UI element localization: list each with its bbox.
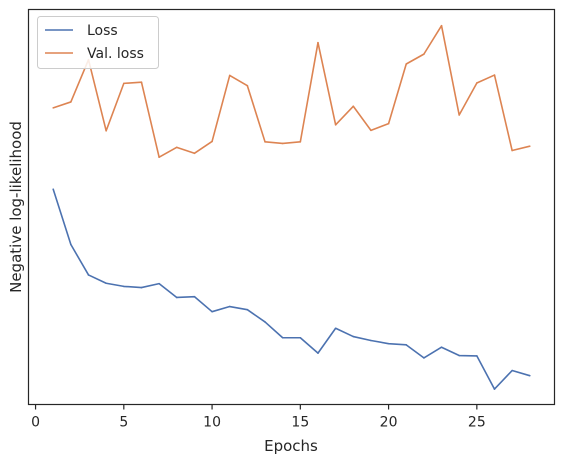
data-point-val-loss-12: [246, 84, 249, 87]
data-point-val-loss-8: [175, 146, 178, 149]
data-point-loss-24: [458, 354, 460, 357]
data-point-loss-3: [87, 274, 90, 276]
data-point-loss-23: [440, 346, 443, 349]
data-point-loss-22: [423, 357, 425, 359]
plot-area: [27, 8, 556, 406]
data-point-val-loss-10: [211, 140, 213, 143]
data-point-val-loss-19: [370, 129, 372, 132]
axes-frame: [27, 8, 556, 406]
data-point-val-loss-11: [228, 74, 231, 77]
data-point-loss-15: [299, 336, 302, 339]
x-tick-label-15: 15: [291, 415, 309, 431]
data-point-loss-10: [211, 310, 213, 313]
data-point-val-loss-22: [423, 53, 425, 55]
x-tick-label-5: 5: [119, 415, 128, 431]
series-line-loss: [52, 188, 531, 390]
data-point-val-loss-4: [105, 129, 107, 132]
data-point-val-loss-23: [440, 24, 443, 27]
data-point-loss-17: [334, 327, 337, 330]
data-point-val-loss-17: [334, 124, 337, 126]
data-point-loss-14: [281, 336, 284, 339]
data-point-loss-25: [476, 355, 478, 357]
x-tick-label-25: 25: [468, 415, 486, 431]
data-point-val-loss-9: [193, 152, 196, 155]
data-point-val-loss-26: [493, 74, 496, 76]
data-point-loss-28: [528, 374, 531, 377]
x-tick-label-0: 0: [31, 415, 40, 431]
series-layer: [52, 24, 531, 390]
data-point-val-loss-7: [158, 156, 160, 159]
x-axis-label: Epochs: [264, 437, 318, 455]
data-point-loss-5: [123, 285, 125, 288]
data-point-loss-21: [405, 344, 408, 346]
y-axis-label: Negative log-likelihood: [7, 121, 25, 293]
legend-label-val-loss: Val. loss: [87, 46, 144, 62]
data-point-loss-20: [387, 342, 390, 345]
data-point-val-loss-18: [352, 105, 355, 108]
data-point-val-loss-27: [511, 149, 513, 152]
data-point-loss-6: [140, 286, 143, 289]
data-point-loss-27: [511, 369, 513, 372]
data-point-val-loss-2: [70, 101, 72, 103]
x-tick-label-20: 20: [380, 415, 398, 431]
data-point-loss-4: [105, 282, 107, 285]
data-point-loss-12: [246, 308, 249, 311]
legend: Loss Val. loss: [37, 16, 159, 69]
data-point-val-loss-21: [405, 63, 408, 65]
data-point-val-loss-24: [458, 114, 460, 116]
data-point-val-loss-28: [528, 145, 531, 147]
data-point-val-loss-5: [123, 82, 125, 85]
legend-label-loss: Loss: [87, 23, 118, 39]
data-point-val-loss-20: [387, 122, 390, 125]
data-point-loss-11: [228, 305, 231, 308]
data-point-loss-9: [193, 295, 196, 298]
data-point-val-loss-13: [264, 141, 266, 143]
data-point-loss-1: [52, 188, 55, 191]
data-point-val-loss-14: [281, 142, 284, 145]
x-axis-ticks: 0 5 10 15 20 25: [31, 404, 486, 431]
x-tick-label-10: 10: [203, 415, 221, 431]
data-point-loss-16: [317, 352, 319, 354]
data-point-val-loss-16: [317, 41, 319, 44]
data-point-loss-13: [264, 321, 266, 323]
data-point-loss-8: [175, 296, 178, 299]
series-line-val-loss: [52, 24, 530, 159]
data-point-loss-18: [352, 335, 355, 338]
data-point-val-loss-1: [52, 107, 55, 109]
data-point-loss-2: [70, 243, 72, 246]
data-point-val-loss-6: [140, 81, 143, 83]
data-point-loss-19: [370, 339, 372, 342]
data-point-val-loss-15: [299, 141, 302, 143]
data-point-loss-26: [493, 388, 496, 390]
data-point-loss-7: [158, 282, 160, 285]
data-point-val-loss-25: [476, 82, 478, 84]
